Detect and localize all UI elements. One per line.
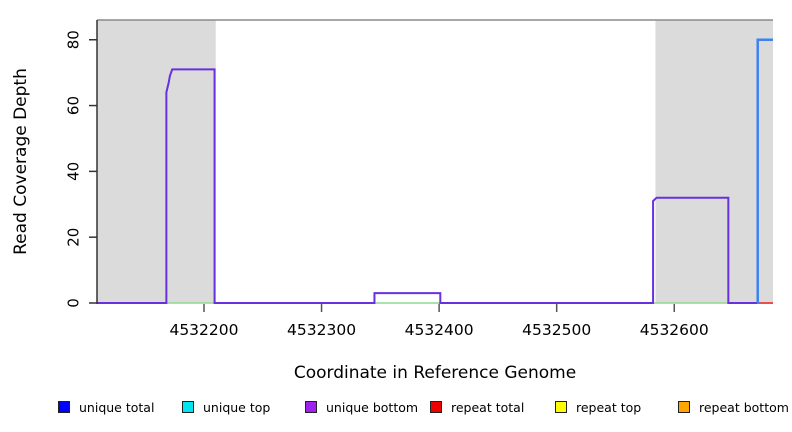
legend-label-repeat-bottom: repeat bottom (699, 399, 789, 415)
repeat-region-right (655, 20, 773, 303)
series-line-unique-total-and-top (756, 38, 773, 303)
legend-swatch-unique-top (182, 401, 194, 413)
x-tick-label: 4532200 (169, 321, 238, 339)
x-axis-title: Coordinate in Reference Genome (294, 363, 576, 383)
y-tick-label: 0 (65, 298, 83, 308)
y-tick-label: 80 (65, 30, 83, 49)
series-line-unique-bottom (97, 68, 758, 304)
x-tick-label: 4532400 (405, 321, 474, 339)
y-tick-label: 60 (65, 96, 83, 115)
legend-swatch-unique-bottom (305, 401, 317, 413)
x-tick-label: 4532500 (522, 321, 591, 339)
chart-legend: unique total unique top unique bottom repea… (0, 398, 792, 420)
legend-item-repeat-top: repeat top (555, 398, 641, 416)
repeat-region-left (97, 20, 216, 303)
legend-item-repeat-bottom: repeat bottom (678, 398, 789, 416)
x-tick-label: 4532300 (287, 321, 356, 339)
y-axis-title: Read Coverage Depth (11, 68, 31, 255)
legend-item-unique-bottom: unique bottom (305, 398, 418, 416)
y-tick-label: 20 (65, 228, 83, 247)
legend-swatch-repeat-bottom (678, 401, 690, 413)
legend-label-unique-top: unique top (203, 399, 271, 415)
legend-swatch-repeat-top (555, 401, 567, 413)
legend-item-repeat-total: repeat total (430, 398, 524, 416)
legend-label-unique-bottom: unique bottom (326, 399, 419, 415)
legend-item-unique-top: unique top (182, 398, 270, 416)
legend-label-repeat-top: repeat top (576, 399, 642, 415)
legend-label-repeat-total: repeat total (451, 399, 525, 415)
y-tick-label: 40 (65, 162, 83, 181)
legend-label-unique-total: unique total (79, 399, 155, 415)
x-tick-label: 4532600 (640, 321, 709, 339)
legend-swatch-repeat-total (430, 401, 442, 413)
legend-item-unique-total: unique total (58, 398, 154, 416)
legend-swatch-unique-total (58, 401, 70, 413)
